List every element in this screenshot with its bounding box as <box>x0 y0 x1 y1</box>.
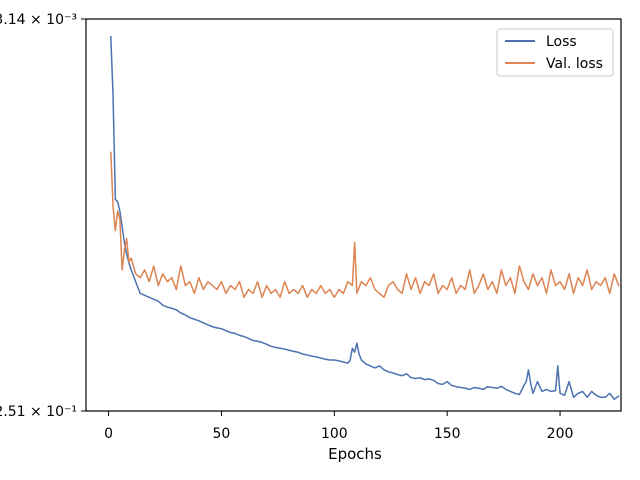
x-tick-label: 100 <box>321 426 348 442</box>
y-tick-label: 3.14 × 10⁻³ <box>0 12 77 28</box>
x-axis: 0 50 100 150 200 <box>104 411 573 442</box>
x-tick-label: 0 <box>104 426 113 442</box>
x-tick-label: 200 <box>547 426 574 442</box>
plot-area <box>86 19 621 411</box>
x-tick-label: 50 <box>213 426 231 442</box>
y-tick-label: 2.51 × 10⁻¹ <box>0 404 77 420</box>
legend-loss-label: Loss <box>546 34 577 50</box>
series-layer <box>110 35 620 400</box>
legend-val-loss-label: Val. loss <box>546 56 603 72</box>
plot-frame <box>85 18 622 412</box>
y-axis: 2.51 × 10⁻¹ 3.14 × 10⁻³ <box>0 12 86 420</box>
series-line-val-loss <box>110 151 620 299</box>
legend: Loss Val. loss <box>496 28 614 77</box>
x-axis-label: Epochs <box>328 445 382 463</box>
x-tick-label: 150 <box>434 426 461 442</box>
series-line-loss <box>110 35 620 400</box>
